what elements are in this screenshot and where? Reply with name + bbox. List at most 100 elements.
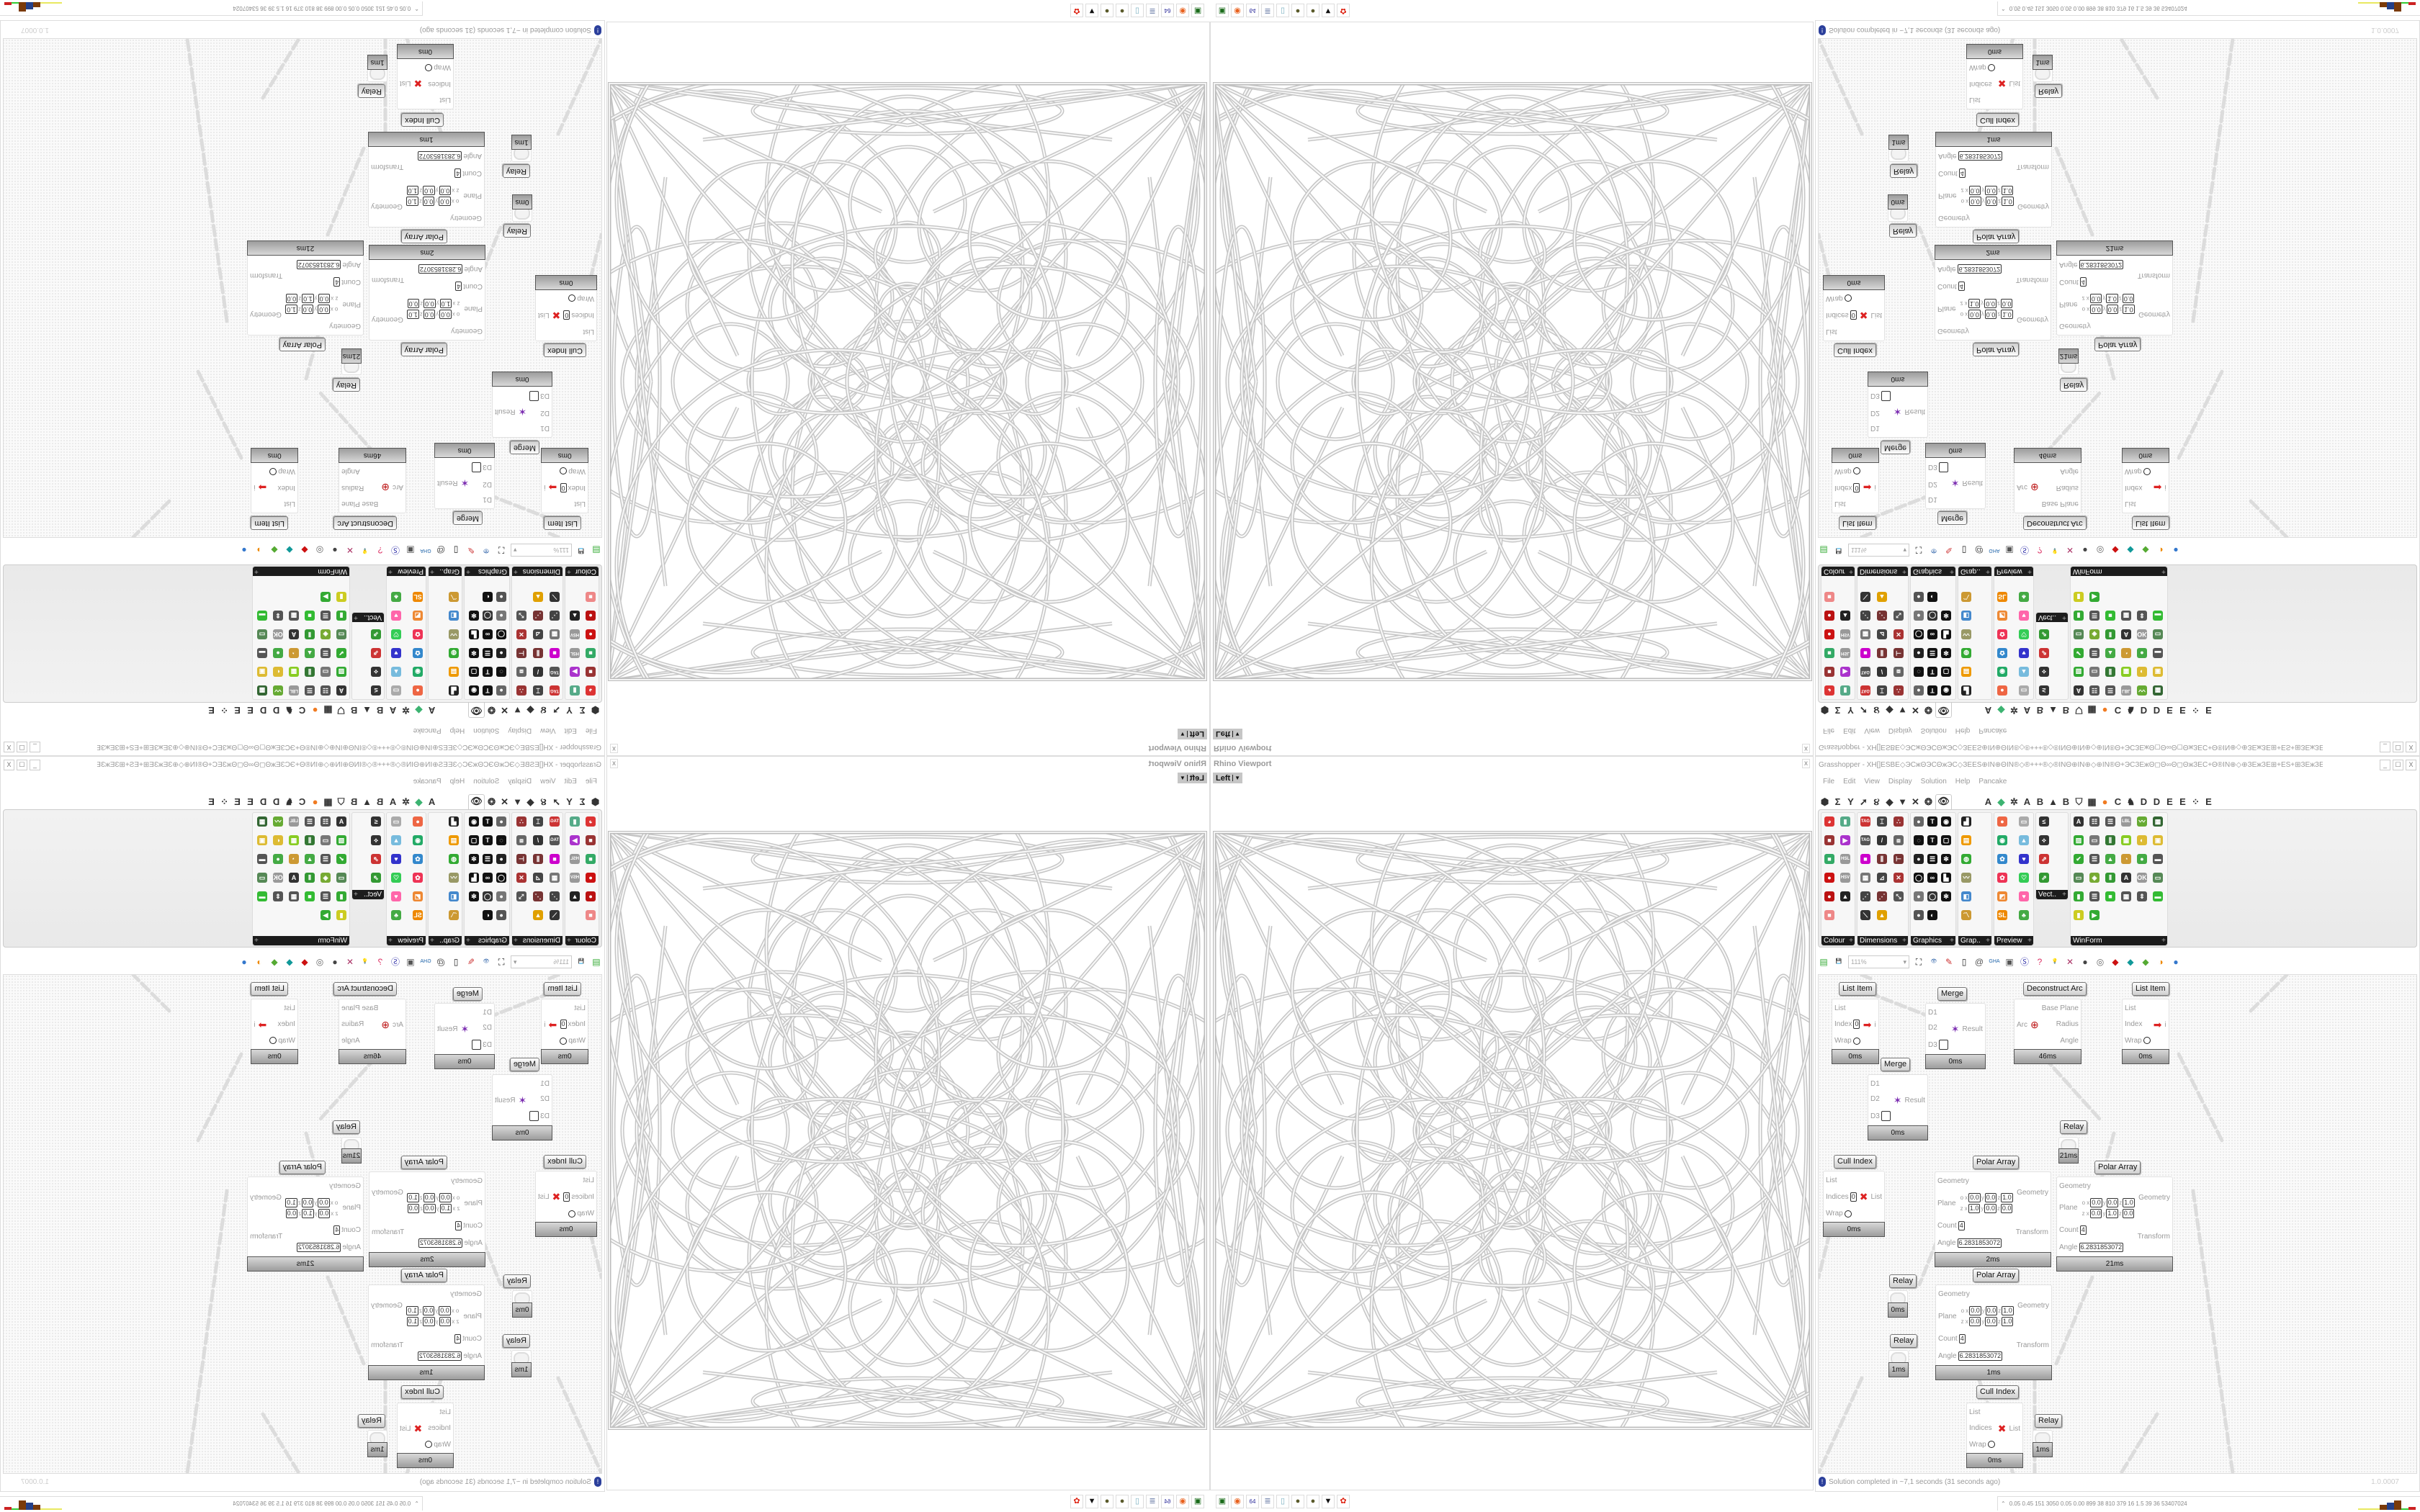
component-icon[interactable]: ◐	[483, 592, 493, 602]
component-icon[interactable]: ●	[496, 854, 506, 864]
relay-title[interactable]: Relay	[502, 1334, 530, 1348]
ring-icon[interactable]: ◎	[2096, 957, 2105, 967]
plane-value[interactable]: 1.0	[2001, 1193, 2013, 1202]
component-icon[interactable]: ✻	[1941, 854, 1951, 864]
component-icon[interactable]: ⫼	[305, 835, 315, 845]
save-icon[interactable]: 💾	[578, 548, 585, 553]
menu-solution[interactable]: Solution	[1920, 726, 1947, 734]
output-i[interactable]: i	[2164, 1020, 2166, 1029]
component-icon[interactable]: ⇕	[273, 611, 283, 621]
ribbon-group-label[interactable]: Grap..	[429, 936, 462, 945]
value-box[interactable]: 6.2831853072	[296, 259, 341, 269]
polar-array-title[interactable]: Polar Array	[400, 1156, 447, 1169]
at-icon[interactable]: @	[436, 545, 446, 555]
params-icon[interactable]: ⬢	[1820, 796, 1829, 807]
list-item-title[interactable]: List Item	[251, 982, 288, 996]
output-geometry[interactable]: Geometry	[250, 1194, 282, 1202]
component-icon[interactable]: ◉	[1941, 685, 1951, 696]
component-icon[interactable]: ■	[1824, 854, 1834, 864]
plane-value[interactable]: 0.0	[1984, 1193, 1997, 1202]
output-list[interactable]: List	[2009, 79, 2021, 88]
input-d3[interactable]: D3	[529, 390, 550, 401]
menu-display[interactable]: Display	[1888, 778, 1912, 786]
component-icon[interactable]: ▲	[1877, 910, 1887, 920]
component-icon[interactable]: ⫴	[305, 873, 315, 883]
component-icon[interactable]: ✔	[2074, 648, 2084, 658]
input-count[interactable]: Count 4	[285, 276, 361, 287]
red-gem-icon[interactable]: ◆	[301, 957, 308, 967]
curve-icon[interactable]: ૪	[540, 796, 547, 807]
component-icon[interactable]: ▭	[336, 629, 346, 639]
plane-value[interactable]: 0.0	[2000, 1204, 2013, 1213]
half-sphere-icon[interactable]: ◑	[256, 545, 262, 555]
plane-value[interactable]: 0.0	[2090, 305, 2102, 315]
input-d3[interactable]: D3	[1928, 1040, 1948, 1050]
component-icon[interactable]: ▟	[1961, 685, 1971, 696]
value-box[interactable]: 4	[1958, 282, 1965, 291]
component-icon[interactable]: ■	[1860, 648, 1870, 658]
dotted-square-icon[interactable]: ⁘	[220, 796, 228, 807]
component-icon[interactable]: ■	[305, 611, 315, 621]
maximize-button[interactable]: ☐	[2393, 760, 2403, 770]
list-item-title[interactable]: List Item	[251, 516, 288, 530]
component-icon[interactable]: ▶	[570, 667, 580, 677]
component-icon[interactable]: ▮	[2074, 910, 2084, 920]
menu-solution[interactable]: Solution	[473, 778, 500, 786]
component-icon[interactable]: ●	[2137, 854, 2147, 864]
value-box[interactable]: 6.2831853072	[1957, 264, 2002, 274]
ribbon-group-label[interactable]: Grap..	[1958, 567, 1991, 576]
output-i[interactable]: i	[2164, 483, 2166, 492]
component-icon[interactable]: SL	[1997, 910, 2007, 920]
component-icon[interactable]: ◕	[586, 685, 596, 696]
relay-title[interactable]: Relay	[2060, 378, 2088, 392]
component-icon[interactable]: T	[483, 667, 493, 677]
cull-index-component[interactable]: List Indices Wrap ✖ List 0ms	[396, 1403, 454, 1468]
wrap-toggle[interactable]	[568, 294, 576, 302]
plane-value[interactable]: 0.0	[318, 1208, 331, 1218]
sketch-icon[interactable]: ✎	[467, 545, 475, 555]
input-d1[interactable]: D1	[529, 424, 550, 432]
orange-circle-icon[interactable]: ●	[2102, 796, 2108, 807]
ribbon-group-label[interactable]: Preview	[1994, 567, 2033, 576]
plane-value[interactable]: 0.0	[1969, 197, 1981, 206]
input-geometry[interactable]: Geometry	[285, 322, 361, 330]
component-icon[interactable]: ⋰	[533, 891, 543, 901]
input-d1[interactable]: D1	[1928, 1009, 1948, 1017]
input-d3[interactable]: D3	[472, 462, 492, 472]
input-d2[interactable]: D2	[529, 1095, 550, 1103]
component-icon[interactable]: 〰	[2137, 816, 2147, 827]
component-icon[interactable]: ◍	[1961, 648, 1971, 658]
relay-component[interactable]: 1ms	[511, 135, 532, 162]
input-plane[interactable]: Plane o x 0.0 y 0.0 z 1.0 z x 0.0 y 0.0 z 1.0	[406, 186, 482, 206]
input-geometry[interactable]: Geometry	[1937, 327, 2013, 335]
plane-value[interactable]: 1.0	[2002, 197, 2014, 206]
value-box[interactable]: 4	[454, 1334, 462, 1344]
output-transform[interactable]: Transform	[2015, 1228, 2048, 1236]
list-item-component[interactable]: List Index Wrap ➡ i 0ms	[251, 448, 298, 513]
vector-icon[interactable]: ➚	[1860, 705, 1868, 716]
component-icon[interactable]: ∴	[1894, 816, 1904, 827]
component-icon[interactable]: ⇗	[371, 648, 381, 658]
plane-value[interactable]: 0.0	[2106, 305, 2119, 315]
polar-array-component[interactable]: Geometry Plane o x 0.0 y 0.0 z 1.0 z x 1.0 y 0.0 z 0.…	[369, 245, 485, 341]
component-icon[interactable]: ♥	[2019, 648, 2029, 658]
input-wrap[interactable]: Wrap	[269, 467, 295, 475]
search-icon[interactable]: Ⓢ	[391, 545, 400, 555]
surface-icon[interactable]: ◆	[526, 705, 534, 716]
input-wrap[interactable]: Wrap	[2125, 1037, 2151, 1045]
gha-icon[interactable]: GHA	[1989, 959, 2000, 964]
plugin-d2-icon[interactable]: D	[259, 705, 267, 716]
plane-value[interactable]: 0.0	[423, 310, 436, 319]
gear-app-2-icon[interactable]: ●	[1101, 4, 1113, 17]
shield-icon[interactable]: ⛉	[337, 705, 345, 716]
component-icon[interactable]: ◔	[2121, 648, 2131, 658]
component-icon[interactable]: ▶	[2089, 592, 2099, 602]
plugin-c-icon[interactable]: C	[298, 705, 306, 716]
component-icon[interactable]: ▣	[2153, 835, 2163, 845]
component-icon[interactable]: ☰	[2105, 685, 2115, 696]
plane-value[interactable]: 0.0	[301, 305, 314, 315]
input-indices[interactable]: Indices	[1969, 80, 1995, 88]
component-icon[interactable]: ●	[496, 611, 506, 621]
plane-value[interactable]: 1.0	[2001, 186, 2014, 195]
plugin-e2-icon[interactable]: E	[234, 796, 241, 807]
